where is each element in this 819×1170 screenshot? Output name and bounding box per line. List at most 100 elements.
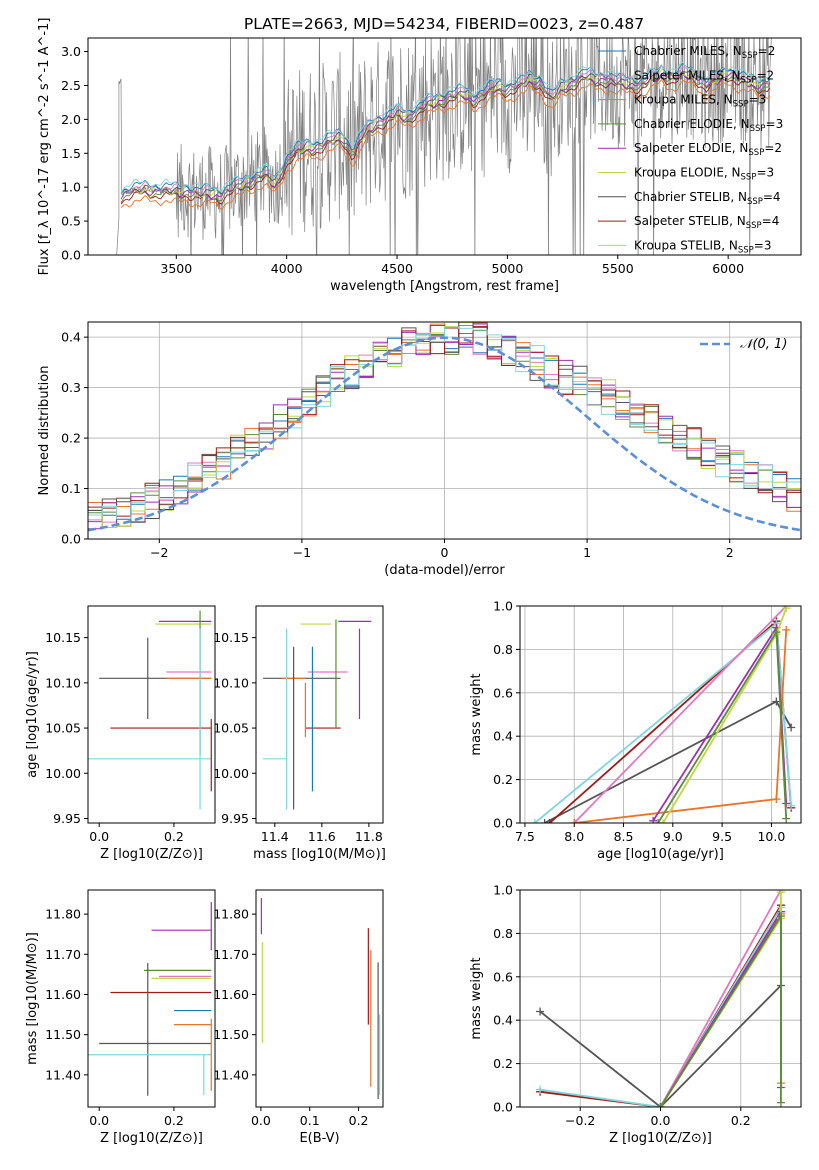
legend-sub: SSP — [741, 75, 757, 85]
x-axis-label: E(B-V) — [299, 1131, 339, 1146]
y-tick-label: 0.5 — [61, 214, 81, 229]
x-tick-label: −0.2 — [565, 1113, 595, 1128]
x-tick-label: 8.5 — [614, 829, 634, 844]
y-tick-label: 0.4 — [61, 330, 81, 345]
y-tick-label: 0.1 — [61, 481, 81, 496]
y-axis-label: age [log10(age/yr)] — [25, 651, 40, 778]
x-tick-label: 5500 — [602, 261, 634, 276]
x-tick-label: 7.5 — [515, 829, 535, 844]
x-tick-label: −1 — [293, 545, 311, 560]
y-axis-label: mass weight — [469, 957, 484, 1039]
y-tick-label: 0.3 — [61, 380, 81, 395]
y-tick-label: 10.10 — [45, 675, 81, 690]
y-tick-label: 0.4 — [493, 1013, 513, 1028]
legend-entry: Salpeter STELIB, NSSP=4 — [634, 214, 779, 231]
x-tick-label: 6000 — [712, 261, 744, 276]
y-tick-label: 0.6 — [493, 685, 513, 700]
kroupa-miles-model-line — [120, 79, 771, 211]
y-tick-label: 10.05 — [45, 721, 81, 736]
plus-marker — [570, 819, 579, 823]
plus-marker — [654, 819, 663, 823]
y-tick-label: 11.40 — [213, 1067, 249, 1082]
legend-entry: Salpeter ELODIE, NSSP=2 — [634, 141, 782, 158]
y-tick-label: 0.0 — [61, 532, 81, 547]
chabrier-stelib-weight-line — [544, 700, 792, 823]
plus-marker — [656, 1103, 665, 1107]
y-tick-label: 11.50 — [45, 1027, 81, 1042]
chabrier-elodie-weight-line — [659, 912, 782, 1107]
axes-frame — [87, 37, 802, 256]
legend-tail: =2 — [764, 141, 782, 155]
x-tick-label: 9.5 — [712, 829, 732, 844]
x-tick-label: 3500 — [160, 261, 192, 276]
x-tick-label: 11.4 — [261, 829, 289, 844]
x-tick-label: 1 — [583, 545, 591, 560]
y-axis-label: Flux [f_λ 10^-17 erg cm^-2 s^-1 A^-1] — [37, 18, 52, 276]
legend-tail: =4 — [762, 214, 780, 228]
legend-entry: Kroupa STELIB, NSSP=3 — [634, 238, 772, 255]
x-tick-label: 0.0 — [89, 829, 109, 844]
axes-frame — [87, 889, 216, 1108]
residuals-panel: −2 −1 0 1 2 0.0 0.1 0.2 0.3 0.4 (data-model)/error… — [37, 321, 802, 578]
age_vs_Z-panel: 0.0 0.2 9.95 10.00 10.05 10.10 10.15 Z [log10(Z… — [25, 605, 216, 862]
x-tick-label: 4500 — [381, 261, 413, 276]
x-axis-label: age [log10(age/yr)] — [597, 847, 724, 862]
x-tick-label: 0.0 — [89, 1113, 109, 1128]
y-tick-label: 11.80 — [45, 907, 81, 922]
x-tick-label: 5000 — [492, 261, 524, 276]
legend-tail: =3 — [756, 166, 774, 180]
kroupa-stelib-histogram — [88, 326, 801, 523]
legend-tail: =3 — [754, 238, 772, 252]
x-tick-label: −2 — [150, 545, 168, 560]
y-tick-label: 0.6 — [493, 969, 513, 984]
mass_vs_Z-axes: 0.0 0.2 11.40 11.50 11.60 11.70 11.80 Z [log10(… — [25, 889, 216, 1146]
mass_vs_ebv-plot-area — [260, 898, 381, 1099]
plus-marker — [536, 1007, 545, 1016]
plus-marker — [772, 628, 781, 637]
age_vs_Z-axes: 0.0 0.2 9.95 10.00 10.05 10.10 10.15 Z [log10(Z… — [25, 605, 216, 862]
y-tick-label: 0.2 — [493, 1056, 513, 1071]
age_vs_mass-plot-area — [263, 619, 372, 810]
legend-tail: =2 — [756, 68, 774, 82]
spectrum-plot-area — [112, 38, 772, 255]
y-tick-label: 0.0 — [493, 1100, 513, 1115]
plus-marker — [776, 912, 785, 921]
legend-sub: SSP — [746, 221, 762, 231]
x-tick-label: 4000 — [271, 261, 303, 276]
figure-title: PLATE=2663, MJD=54234, FIBERID=0023, z=0… — [244, 15, 644, 33]
x-tick-label: 2 — [726, 545, 734, 560]
y-tick-label: 0.0 — [493, 816, 513, 831]
x-tick-label: 0.0 — [651, 1113, 671, 1128]
axes-frame — [255, 889, 384, 1108]
mass_vs_ebv-panel: 0.0 0.1 0.2 11.40 11.50 11.60 11.70 11.80 E(B-V) — [213, 889, 384, 1146]
legend-tail: =2 — [758, 44, 776, 58]
y-tick-label: 11.70 — [213, 947, 249, 962]
x-axis-label: Z [log10(Z/Z⊙)] — [100, 847, 203, 862]
plus-marker — [530, 819, 539, 823]
legend-sub: SSP — [742, 51, 758, 61]
y-axis-label: mass [log10(M/M⊙)] — [25, 932, 40, 1065]
salpeter-stelib-histogram — [88, 325, 801, 535]
salpeter-elodie-model-line — [120, 71, 771, 200]
legend-entry: Chabrier MILES, NSSP=2 — [634, 44, 775, 61]
y-tick-label: 9.95 — [53, 811, 81, 826]
y-tick-label: 10.10 — [213, 675, 249, 690]
weight_vs_age-plot-area — [530, 606, 796, 823]
x-tick-label: 0.2 — [349, 1113, 369, 1128]
legend-sub: SSP — [741, 173, 757, 183]
data-point — [99, 963, 212, 1096]
axes-frame — [519, 605, 802, 824]
y-tick-label: 10.15 — [213, 630, 249, 645]
legend-entry: Kroupa ELODIE, NSSP=3 — [634, 166, 774, 183]
legend-tail: =3 — [766, 117, 784, 131]
plus-marker — [658, 819, 667, 823]
weight_vs_Z-axes: −0.2 0.0 0.2 0.0 0.2 0.4 0.6 0.8 1.0 Z [log10(Z/Z… — [469, 883, 802, 1146]
salpeter-miles-weight-line — [573, 606, 787, 823]
weight_vs_Z-plot-area — [536, 890, 785, 1107]
y-tick-label: 0.8 — [493, 642, 513, 657]
age_vs_mass-panel: 11.4 11.6 11.8 9.95 10.00 10.05 10.10 10.15 mass… — [213, 605, 386, 862]
y-tick-label: 0.2 — [493, 772, 513, 787]
y-tick-label: 0.4 — [493, 729, 513, 744]
legend-sub: SSP — [748, 148, 764, 158]
plus-marker — [782, 625, 791, 634]
